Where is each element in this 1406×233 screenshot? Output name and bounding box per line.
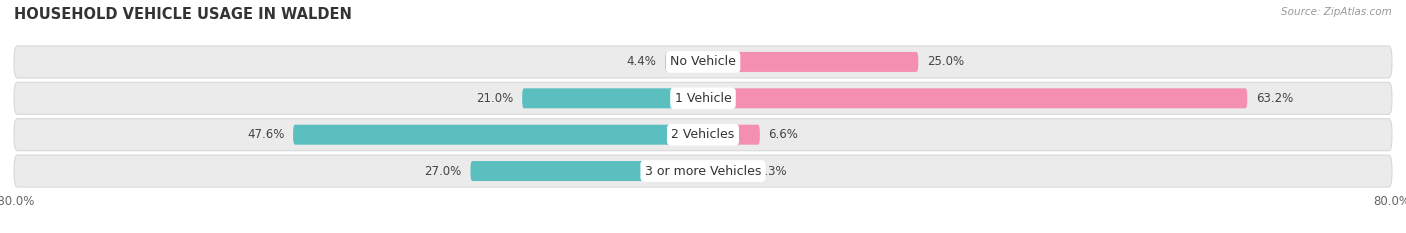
- FancyBboxPatch shape: [703, 52, 918, 72]
- Text: 3 or more Vehicles: 3 or more Vehicles: [645, 164, 761, 178]
- FancyBboxPatch shape: [292, 125, 703, 145]
- Text: 21.0%: 21.0%: [477, 92, 513, 105]
- Text: 1 Vehicle: 1 Vehicle: [675, 92, 731, 105]
- Text: 25.0%: 25.0%: [927, 55, 965, 69]
- FancyBboxPatch shape: [522, 88, 703, 108]
- Text: No Vehicle: No Vehicle: [671, 55, 735, 69]
- FancyBboxPatch shape: [14, 46, 1392, 78]
- Text: Source: ZipAtlas.com: Source: ZipAtlas.com: [1281, 7, 1392, 17]
- FancyBboxPatch shape: [14, 155, 1392, 187]
- FancyBboxPatch shape: [14, 119, 1392, 151]
- FancyBboxPatch shape: [665, 52, 703, 72]
- Text: 5.3%: 5.3%: [758, 164, 787, 178]
- FancyBboxPatch shape: [14, 82, 1392, 114]
- Text: 4.4%: 4.4%: [627, 55, 657, 69]
- Text: 27.0%: 27.0%: [425, 164, 461, 178]
- FancyBboxPatch shape: [703, 125, 759, 145]
- FancyBboxPatch shape: [703, 88, 1247, 108]
- FancyBboxPatch shape: [471, 161, 703, 181]
- Text: 63.2%: 63.2%: [1256, 92, 1294, 105]
- Text: 2 Vehicles: 2 Vehicles: [672, 128, 734, 141]
- Text: HOUSEHOLD VEHICLE USAGE IN WALDEN: HOUSEHOLD VEHICLE USAGE IN WALDEN: [14, 7, 352, 22]
- Text: 47.6%: 47.6%: [247, 128, 284, 141]
- FancyBboxPatch shape: [703, 161, 748, 181]
- Text: 6.6%: 6.6%: [769, 128, 799, 141]
